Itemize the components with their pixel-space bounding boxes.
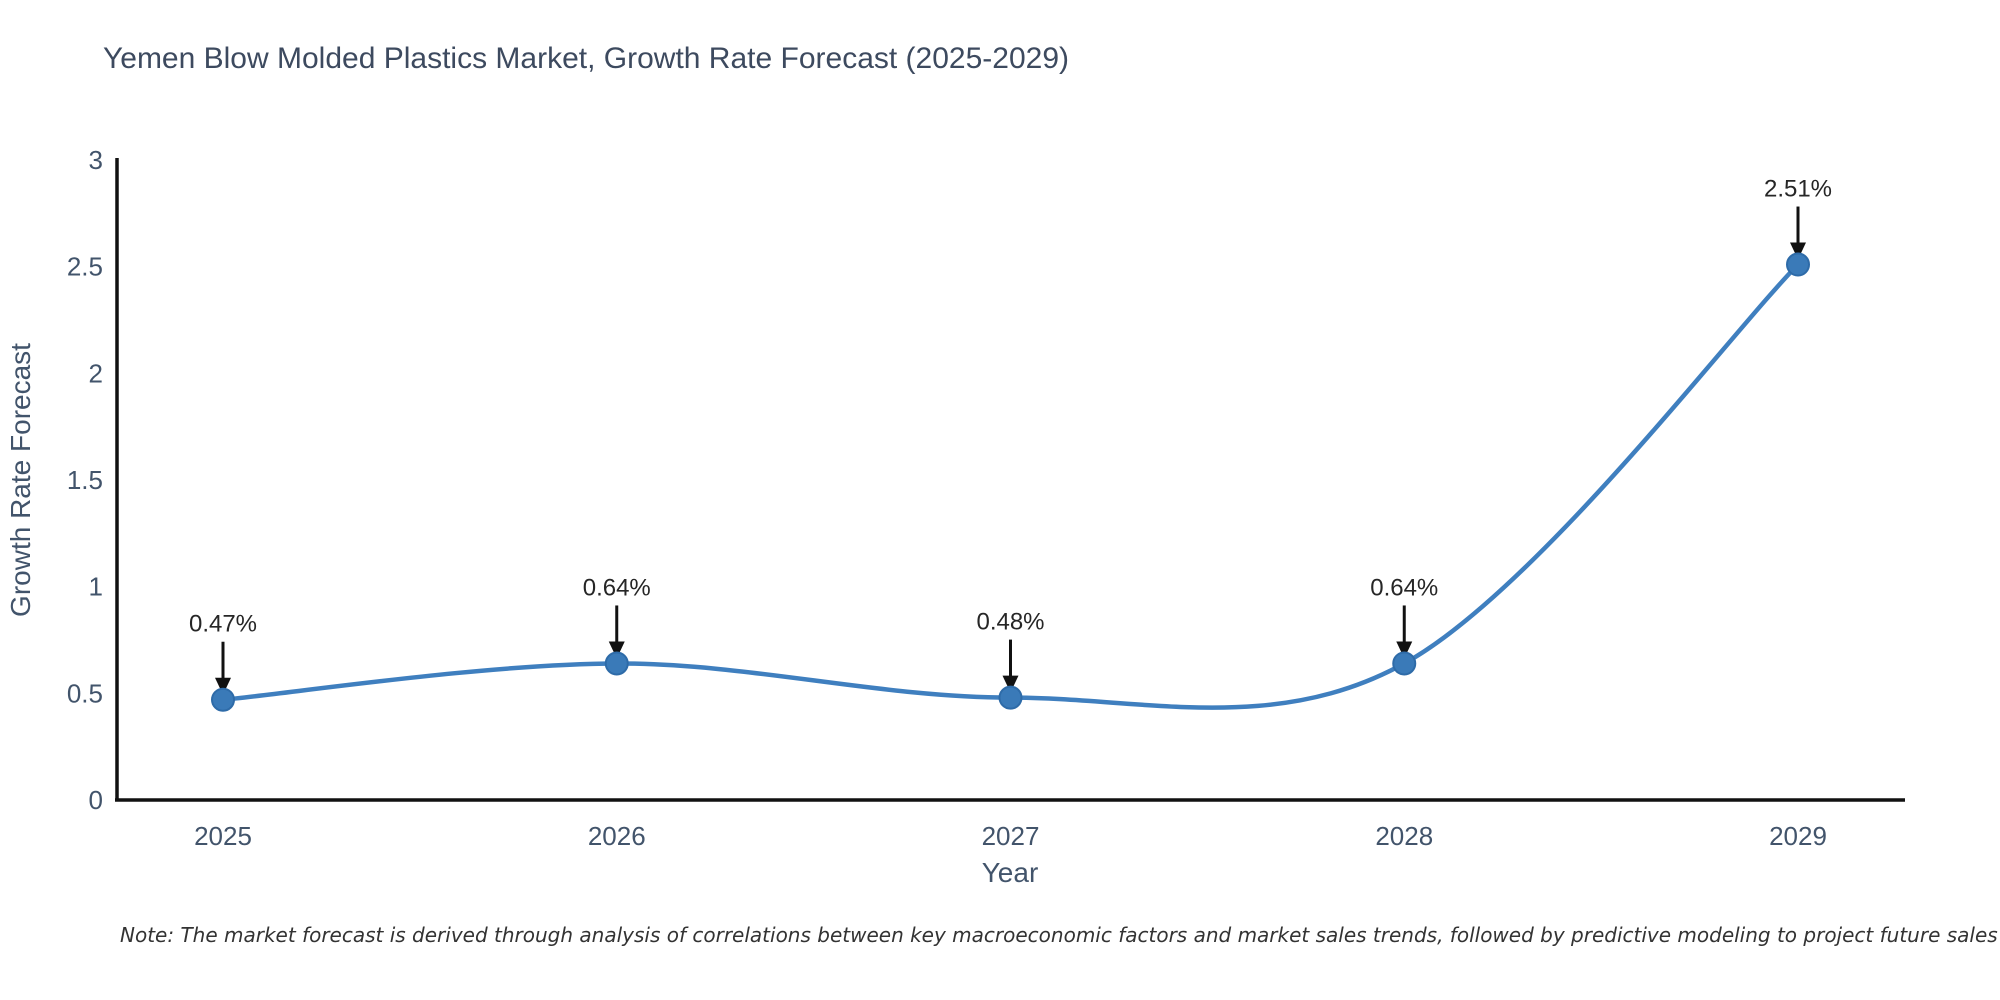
y-tick-label: 1 bbox=[89, 572, 103, 602]
x-tick-label: 2025 bbox=[194, 821, 252, 851]
x-tick-label: 2026 bbox=[588, 821, 646, 851]
x-tick-label: 2029 bbox=[1769, 821, 1827, 851]
data-point-marker bbox=[1392, 651, 1417, 676]
y-tick-label: 1.5 bbox=[67, 465, 103, 495]
plot-area: 0 0.5 1 1.5 2 2.5 3 2025 2026 2027 2028 2029 0.47% 0.… bbox=[67, 145, 1832, 851]
chart-footnote: Note: The market forecast is derived thr… bbox=[120, 923, 1998, 947]
y-tick-label: 3 bbox=[89, 145, 103, 175]
data-point-marker bbox=[1786, 252, 1810, 277]
annotation-label: 0.64% bbox=[1370, 574, 1438, 601]
annotation-label: 2.51% bbox=[1764, 176, 1832, 203]
data-point-marker bbox=[604, 651, 629, 676]
y-axis-title: Growth Rate Forecast bbox=[5, 343, 36, 617]
y-tick-label: 0.5 bbox=[67, 678, 103, 708]
series-line bbox=[220, 262, 1801, 710]
annotation-arrow-head bbox=[215, 677, 231, 695]
data-point-marker bbox=[211, 687, 235, 712]
annotation-arrow-head bbox=[1396, 641, 1413, 659]
annotation-arrow-head bbox=[1790, 242, 1806, 260]
annotation-label: 0.47% bbox=[189, 611, 257, 638]
y-tick-label: 2 bbox=[89, 358, 103, 388]
annotation-label: 0.64% bbox=[583, 574, 651, 601]
x-axis-title: Year bbox=[982, 857, 1039, 888]
x-tick-label: 2028 bbox=[1375, 821, 1433, 851]
annotation-label: 0.48% bbox=[976, 609, 1044, 636]
annotation-arrow-head bbox=[608, 641, 625, 659]
data-point-marker bbox=[998, 685, 1023, 710]
y-tick-label: 0 bbox=[89, 785, 103, 815]
y-tick-label: 2.5 bbox=[67, 252, 103, 282]
annotation-arrow-head bbox=[1002, 675, 1019, 693]
chart-title: Yemen Blow Molded Plastics Market, Growt… bbox=[103, 42, 1069, 75]
x-tick-label: 2027 bbox=[982, 821, 1040, 851]
